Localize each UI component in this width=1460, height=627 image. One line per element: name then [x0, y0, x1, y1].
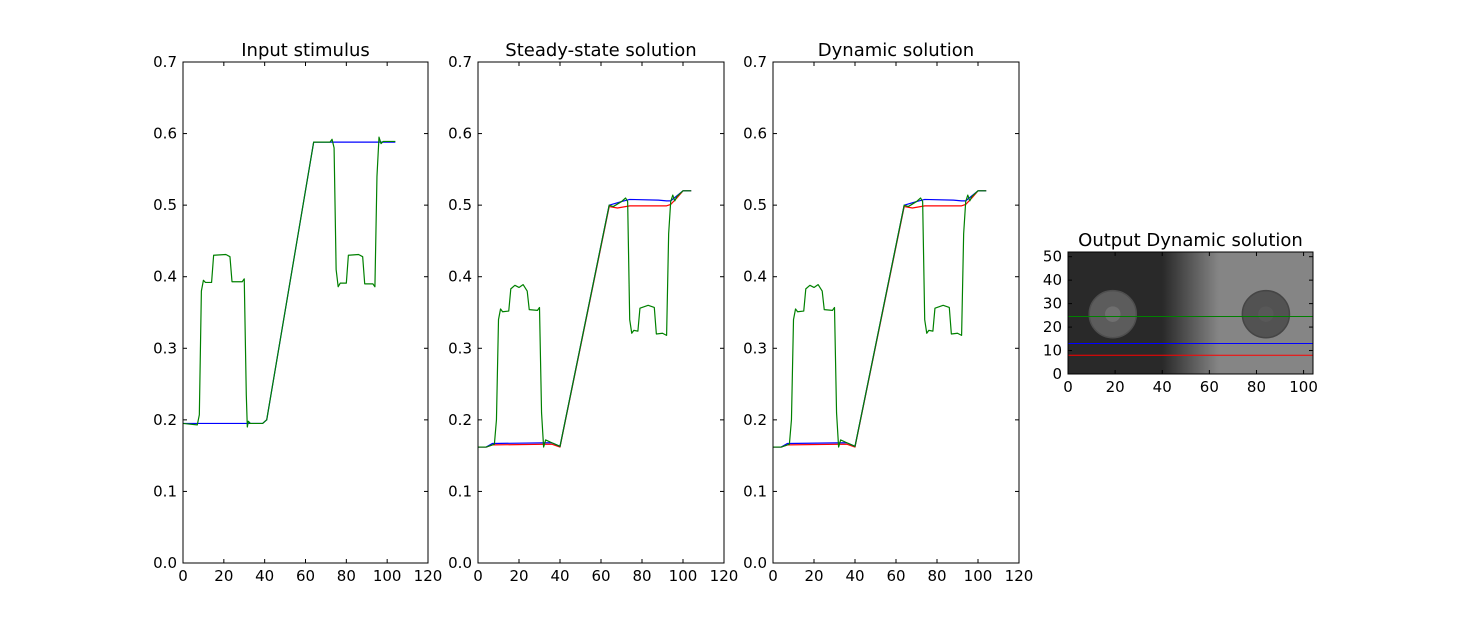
series-group	[478, 190, 692, 448]
series-line-2	[773, 190, 987, 448]
y-tick-label: 0.5	[153, 196, 177, 214]
x-tick-label: 100	[1289, 378, 1318, 396]
subplot-title: Steady-state solution	[505, 40, 696, 61]
series-line-2	[478, 190, 692, 448]
y-tick-label: 20	[1043, 318, 1062, 336]
heatmap-content	[1068, 289, 1313, 356]
x-tick-label: 20	[804, 567, 823, 585]
x-tick-label: 60	[1200, 378, 1219, 396]
series-group	[183, 136, 396, 428]
axes-frame	[477, 61, 725, 564]
x-tick-label: 0	[473, 567, 483, 585]
x-tick-label: 100	[964, 567, 993, 585]
x-tick-label: 60	[296, 567, 315, 585]
subplot-3: 0 20 40 60 80 100 120 0.0 0.1 0.2 0.3 0.4 0.5 0.6 0.7 D…	[743, 40, 1033, 585]
x-tick-label: 40	[1153, 378, 1172, 396]
x-tick-label: 0	[178, 567, 188, 585]
y-tick-label: 0.3	[153, 339, 177, 357]
plot-area	[478, 62, 724, 563]
x-tick-label: 20	[1106, 378, 1125, 396]
axes-frame	[772, 61, 1020, 564]
y-tick-label: 0.5	[448, 196, 472, 214]
series-line-2	[183, 136, 396, 428]
y-tick-label: 50	[1043, 248, 1062, 266]
x-tick-label: 80	[337, 567, 356, 585]
y-tick-label: 0.0	[743, 554, 767, 572]
series-line-3	[773, 190, 987, 448]
series-line-3	[478, 190, 692, 448]
x-tick-label: 20	[509, 567, 528, 585]
x-tick-label: 60	[591, 567, 610, 585]
x-tick-label: 40	[845, 567, 864, 585]
y-tick-label: 0.6	[743, 125, 767, 143]
y-tick-label: 0	[1052, 365, 1062, 383]
subplot-title: Output Dynamic solution	[1078, 230, 1303, 251]
y-tick-label: 0.4	[448, 268, 472, 286]
y-tick-label: 0.0	[153, 554, 177, 572]
x-tick-label: 0	[1063, 378, 1073, 396]
y-tick-label: 0.4	[153, 268, 177, 286]
plot-area	[773, 62, 1019, 563]
subplot-title: Dynamic solution	[818, 40, 974, 61]
y-tick-label: 0.2	[448, 411, 472, 429]
y-tick-label: 0.3	[448, 339, 472, 357]
x-tick-label: 100	[373, 567, 402, 585]
x-tick-label: 80	[632, 567, 651, 585]
heatmap-disc-center-2	[1258, 306, 1274, 322]
y-tick-label: 0.7	[448, 53, 472, 71]
heatmap-disc-center-1	[1104, 306, 1121, 322]
y-tick-label: 0.0	[448, 554, 472, 572]
x-tick-label: 120	[414, 567, 443, 585]
series-group	[773, 190, 987, 448]
x-tick-label: 40	[550, 567, 569, 585]
x-tick-label: 60	[886, 567, 905, 585]
axes-frame	[182, 61, 429, 564]
y-tick-label: 0.3	[743, 339, 767, 357]
y-tick-label: 40	[1043, 271, 1062, 289]
axes-frame	[1067, 251, 1314, 375]
y-tick-label: 0.6	[448, 125, 472, 143]
x-tick-label: 100	[669, 567, 698, 585]
subplot-2: 0 20 40 60 80 100 120 0.0 0.1 0.2 0.3 0.4 0.5 0.6 0.7 S…	[448, 40, 738, 585]
y-tick-label: 0.4	[743, 268, 767, 286]
y-tick-label: 0.2	[153, 411, 177, 429]
y-tick-label: 0.1	[153, 482, 177, 500]
x-tick-label: 120	[1005, 567, 1034, 585]
y-tick-label: 0.7	[743, 53, 767, 71]
subplot-title: Input stimulus	[241, 40, 370, 61]
x-tick-label: 80	[1247, 378, 1266, 396]
y-tick-label: 0.1	[448, 482, 472, 500]
y-tick-label: 0.7	[153, 53, 177, 71]
x-tick-label: 20	[214, 567, 233, 585]
y-tick-label: 0.5	[743, 196, 767, 214]
y-tick-label: 30	[1043, 295, 1062, 313]
y-tick-label: 0.1	[743, 482, 767, 500]
x-tick-label: 40	[255, 567, 274, 585]
x-tick-label: 80	[927, 567, 946, 585]
plot-area	[183, 62, 428, 563]
x-tick-label: 120	[710, 567, 739, 585]
y-tick-label: 0.6	[153, 125, 177, 143]
subplot-1: 0 20 40 60 80 100 120 0.0 0.1 0.2 0.3 0.4 0.5 0.6 0.7 I…	[153, 40, 442, 585]
x-tick-label: 0	[768, 567, 778, 585]
y-tick-label: 0.2	[743, 411, 767, 429]
y-tick-label: 10	[1043, 342, 1062, 360]
